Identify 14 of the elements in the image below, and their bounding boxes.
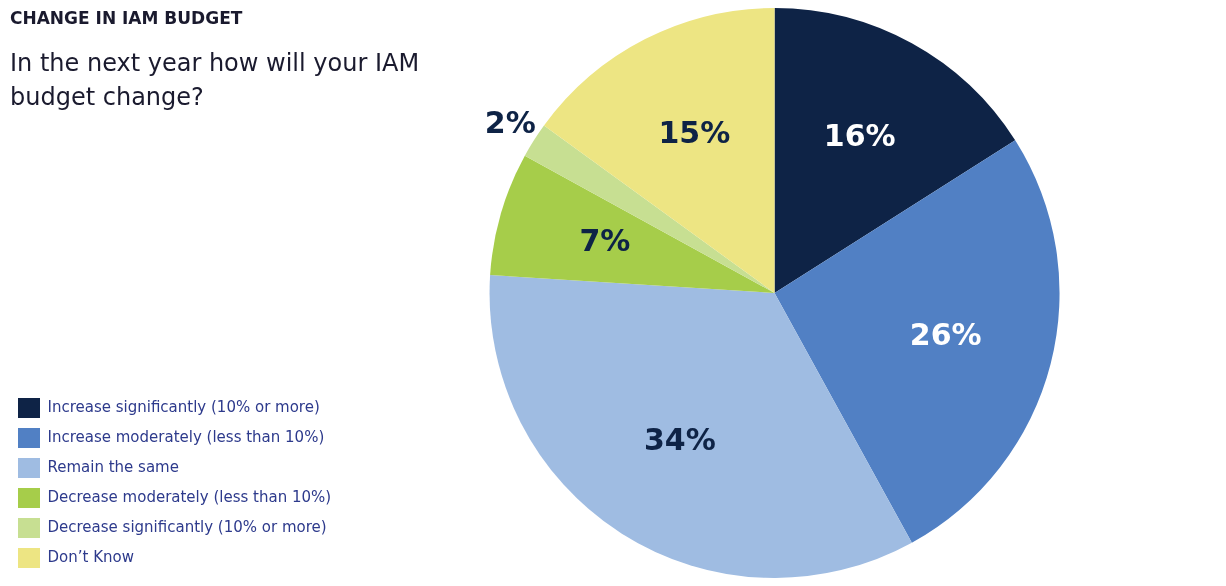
data-label: 7% [579, 223, 631, 259]
data-label: 15% [658, 115, 731, 151]
data-label: 2% [484, 105, 536, 141]
data-label: 16% [823, 117, 896, 153]
legend-label: Decrease moderately (less than 10%) [47, 487, 332, 506]
legend-label: Increase significantly (10% or more) [47, 397, 320, 416]
text: In the next year how will your IAM budget change? [10, 48, 421, 113]
legend-label: Remain the same [47, 457, 179, 476]
legend-label: Increase moderately (less than 10%) [47, 427, 325, 446]
data-label: 34% [643, 421, 716, 457]
data-label: 26% [909, 316, 982, 352]
chart-title: CHANGE IN IAM BUDGET [10, 8, 244, 28]
legend-label: Decrease significantly (10% or more) [47, 517, 327, 536]
legend-label: Don’t Know [47, 547, 134, 566]
